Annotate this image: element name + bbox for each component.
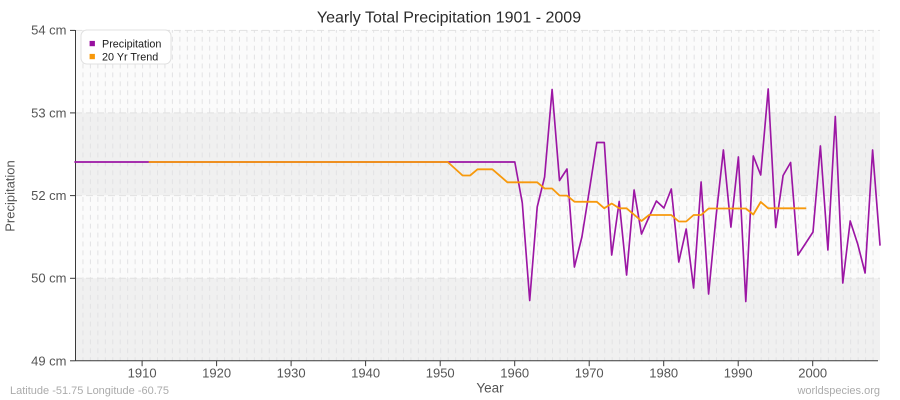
svg-text:1970: 1970 [575,366,604,381]
svg-text:1920: 1920 [202,366,231,381]
svg-text:1930: 1930 [277,366,306,381]
svg-text:49 cm: 49 cm [31,353,66,368]
svg-text:Latitude -51.75 Longitude -60.: Latitude -51.75 Longitude -60.75 [10,385,169,397]
svg-text:Precipitation: Precipitation [3,160,18,232]
svg-text:worldspecies.org: worldspecies.org [796,385,880,397]
svg-text:1950: 1950 [426,366,455,381]
svg-text:20 Yr Trend: 20 Yr Trend [102,51,158,63]
svg-text:1980: 1980 [649,366,678,381]
svg-text:1990: 1990 [724,366,753,381]
svg-text:Yearly Total Precipitation 190: Yearly Total Precipitation 1901 - 2009 [317,10,581,27]
svg-text:54 cm: 54 cm [31,23,66,38]
svg-text:1910: 1910 [128,366,157,381]
svg-text:1960: 1960 [500,366,529,381]
svg-text:50 cm: 50 cm [31,271,66,286]
svg-text:Year: Year [476,381,504,396]
svg-text:2000: 2000 [798,366,827,381]
svg-text:1940: 1940 [351,366,380,381]
svg-text:53 cm: 53 cm [31,105,66,120]
svg-text:52 cm: 52 cm [31,188,66,203]
svg-text:Precipitation: Precipitation [102,38,161,50]
